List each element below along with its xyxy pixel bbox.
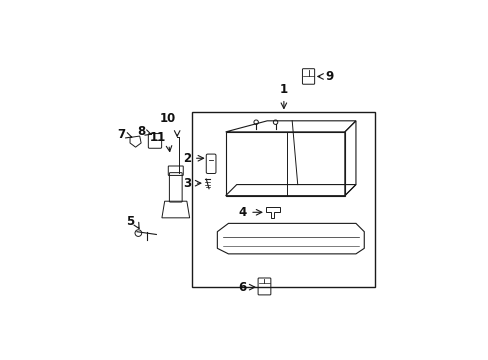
Text: 9: 9 (325, 70, 333, 83)
Text: 5: 5 (126, 216, 134, 229)
Text: 6: 6 (238, 281, 246, 294)
Text: 2: 2 (183, 152, 191, 165)
Text: 1: 1 (279, 83, 287, 96)
Text: 11: 11 (149, 131, 166, 144)
Text: 4: 4 (238, 206, 246, 219)
Text: 10: 10 (159, 112, 175, 125)
Text: 8: 8 (137, 125, 145, 138)
Text: 7: 7 (118, 128, 125, 141)
Text: 3: 3 (183, 177, 191, 190)
